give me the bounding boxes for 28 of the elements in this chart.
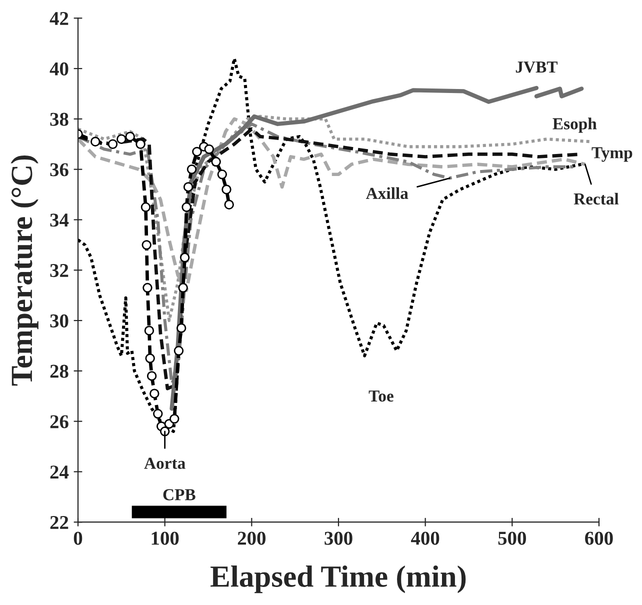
annotation: Tymp: [592, 147, 632, 162]
x-axis-title: Elapsed Time (min): [210, 565, 466, 594]
y-tick-label: 28: [50, 364, 68, 378]
x-tick-label: 0: [74, 532, 82, 545]
annotation: Esoph: [552, 118, 597, 133]
x-tick-label: 500: [498, 532, 526, 545]
y-tick-label: 30: [50, 314, 68, 328]
y-tick-label: 38: [50, 112, 68, 126]
x-tick-label: 100: [152, 532, 179, 545]
series-label: CPB: [163, 489, 196, 500]
y-tick-label: 24: [50, 466, 69, 478]
annotation: Rectal: [574, 192, 619, 205]
y-tick-label: 40: [50, 62, 68, 76]
x-tick-label: 600: [585, 532, 613, 545]
y-tick-label: 26: [50, 415, 68, 428]
y-tick-label: 42: [50, 12, 68, 25]
annotation: JVBT: [516, 62, 558, 73]
x-tick-label: 200: [238, 532, 266, 545]
y-tick-label: 32: [50, 264, 68, 278]
y-axis-title: Temperature (°C): [10, 155, 38, 386]
x-tick-label: 400: [411, 532, 440, 545]
annotation: Axilla: [366, 187, 408, 199]
y-tick-label: 22: [50, 516, 68, 529]
y-tick-label: 36: [50, 163, 68, 176]
x-tick-label: 300: [324, 532, 352, 545]
y-tick-label: 34: [50, 214, 69, 227]
annotation: Toe: [368, 390, 394, 402]
annotation: Aorta: [144, 458, 186, 469]
